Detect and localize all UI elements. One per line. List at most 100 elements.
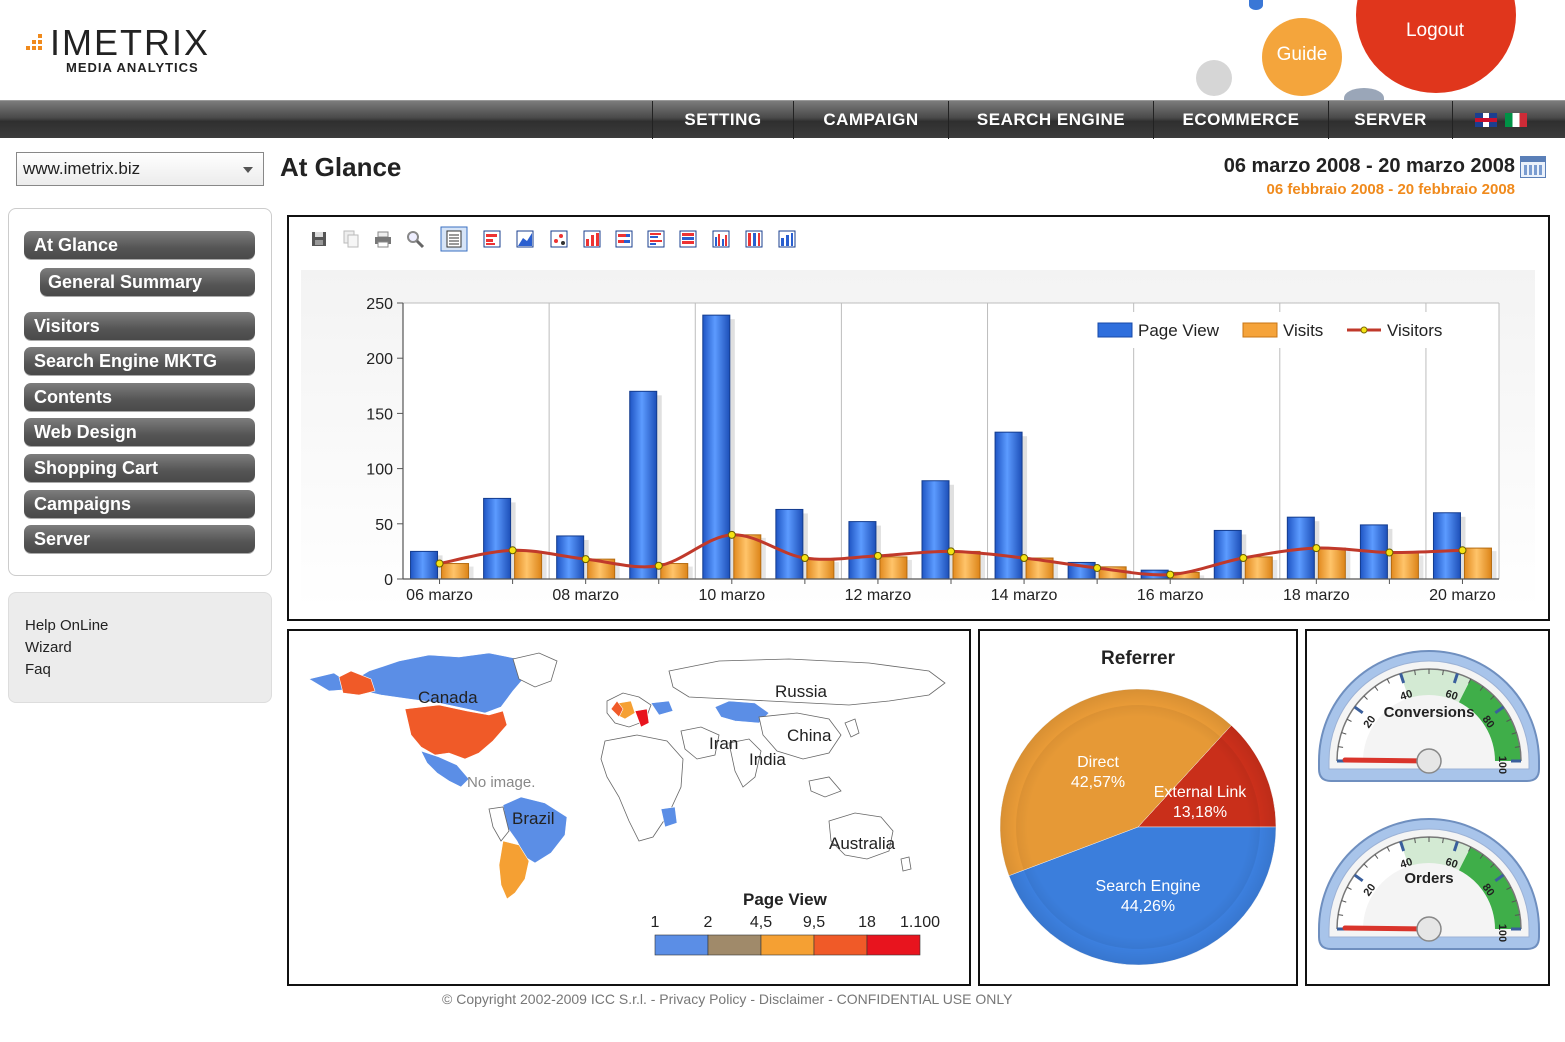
- bar-page-view[interactable]: [483, 497, 512, 580]
- nav-item-search-engine[interactable]: SEARCH ENGINE: [948, 101, 1153, 139]
- nav-item-campaign[interactable]: CAMPAIGN: [793, 101, 948, 139]
- wizard-link[interactable]: Wizard: [25, 639, 72, 656]
- column-3d-icon[interactable]: [777, 229, 797, 249]
- bar-visits[interactable]: [1390, 552, 1419, 580]
- point-visitors[interactable]: [1020, 554, 1029, 563]
- guide-button[interactable]: Guide: [1276, 44, 1328, 65]
- map-label-australia: Australia: [829, 834, 896, 853]
- sidebar-item-at-glance[interactable]: At Glance: [24, 231, 255, 259]
- bar-page-view[interactable]: [775, 508, 804, 580]
- bar-visits[interactable]: [1463, 547, 1492, 580]
- nav-item-server[interactable]: SERVER: [1328, 101, 1452, 139]
- sidebar-item-general-summary[interactable]: General Summary: [40, 268, 255, 296]
- calendar-icon[interactable]: [1520, 156, 1546, 178]
- bar-visits[interactable]: [514, 550, 543, 580]
- sidebar-item-contents[interactable]: Contents: [24, 383, 255, 411]
- map-region-greenland[interactable]: [512, 652, 558, 688]
- map-region-japan[interactable]: [844, 718, 860, 738]
- bar-visits[interactable]: [1244, 556, 1273, 580]
- legend-label-visitors: Visitors: [1387, 321, 1442, 340]
- bar-page-view[interactable]: [410, 550, 439, 580]
- bar-100-icon[interactable]: [678, 229, 698, 249]
- point-visitors[interactable]: [1312, 544, 1321, 553]
- map-legend-swatch: [813, 934, 868, 956]
- point-visitors[interactable]: [654, 561, 663, 570]
- point-visitors[interactable]: [947, 547, 955, 556]
- sidebar-item-shopping-cart[interactable]: Shopping Cart: [24, 454, 255, 482]
- map-region-china[interactable]: [758, 712, 842, 760]
- map-region-mexico[interactable]: [420, 750, 470, 788]
- point-visitors[interactable]: [581, 555, 590, 564]
- nav-item-setting[interactable]: SETTING: [652, 101, 793, 139]
- point-visitors[interactable]: [1166, 570, 1175, 579]
- decor-bubble-blue: [1249, 0, 1263, 10]
- faq-link[interactable]: Faq: [25, 661, 51, 678]
- bar-visits[interactable]: [733, 534, 762, 580]
- print-icon[interactable]: [373, 229, 393, 249]
- bar-visits[interactable]: [806, 558, 835, 580]
- map-region-iran[interactable]: [680, 726, 720, 760]
- column-stacked-icon[interactable]: [744, 229, 764, 249]
- it-flag-icon[interactable]: [1505, 113, 1527, 127]
- bar-page-view[interactable]: [848, 521, 877, 580]
- sidebar-item-visitors[interactable]: Visitors: [24, 312, 255, 340]
- bar-horizontal-icon[interactable]: [482, 229, 502, 249]
- bar-page-view[interactable]: [921, 480, 950, 580]
- imetrix-logo[interactable]: IMETRIX MEDIA ANALYTICS: [20, 22, 260, 82]
- point-visitors[interactable]: [508, 546, 517, 555]
- bar-page-view[interactable]: [1213, 529, 1242, 580]
- area-chart-icon[interactable]: [515, 229, 535, 249]
- map-region-usa[interactable]: [404, 704, 508, 760]
- map-region-uk[interactable]: [610, 700, 624, 718]
- point-visitors[interactable]: [1093, 563, 1102, 572]
- bar-visits[interactable]: [952, 550, 981, 580]
- sidebar-item-web-design[interactable]: Web Design: [24, 418, 255, 446]
- bar-page-view[interactable]: [1432, 512, 1461, 580]
- uk-flag-icon[interactable]: [1475, 113, 1497, 127]
- sidebar-item-campaigns[interactable]: Campaigns: [24, 490, 255, 518]
- bar-stacked-icon[interactable]: [614, 229, 634, 249]
- map-region-alaska[interactable]: [338, 670, 376, 696]
- map-region-germany[interactable]: [650, 700, 674, 716]
- map-region-peru[interactable]: [488, 806, 510, 842]
- map-region-zambia[interactable]: [660, 806, 678, 828]
- map-region-australia[interactable]: [828, 812, 894, 860]
- help-online-link[interactable]: Help OnLine: [25, 617, 109, 634]
- bar-page-view[interactable]: [629, 390, 658, 580]
- scatter-icon[interactable]: [549, 229, 569, 249]
- point-visitors[interactable]: [800, 554, 809, 563]
- save-icon[interactable]: [309, 229, 329, 249]
- map-region-canada[interactable]: [308, 652, 526, 714]
- point-visitors[interactable]: [1239, 554, 1248, 563]
- map-region-indonesia[interactable]: [808, 776, 842, 798]
- map-region-argentina[interactable]: [498, 840, 530, 900]
- column-icon[interactable]: [582, 229, 602, 249]
- point-visitors[interactable]: [727, 530, 736, 539]
- map-region-brazil[interactable]: [502, 796, 568, 864]
- logout-button[interactable]: Logout: [1405, 20, 1465, 41]
- map-region-russia[interactable]: [668, 658, 946, 706]
- column-clustered-icon[interactable]: [711, 229, 731, 249]
- map-region-italy[interactable]: [634, 708, 650, 728]
- point-visitors[interactable]: [1458, 546, 1467, 555]
- bar-visits[interactable]: [1317, 547, 1346, 580]
- bar-visits[interactable]: [879, 556, 908, 580]
- sidebar-item-search-engine-mktg[interactable]: Search Engine MKTG: [24, 347, 255, 375]
- point-visitors[interactable]: [1385, 548, 1394, 557]
- logout-bubble[interactable]: [1356, 0, 1516, 93]
- guide-bubble[interactable]: [1262, 18, 1342, 96]
- bar-visits[interactable]: [441, 563, 470, 580]
- properties-icon[interactable]: [440, 226, 468, 252]
- sidebar-item-server[interactable]: Server: [24, 525, 255, 553]
- bar-clustered-icon[interactable]: [646, 229, 666, 249]
- nav-item-ecommerce[interactable]: ECOMMERCE: [1153, 101, 1328, 139]
- map-legend-title: Page View: [743, 890, 828, 909]
- site-select[interactable]: www.imetrix.biz: [16, 152, 264, 186]
- map-region-new-zealand[interactable]: [900, 856, 912, 872]
- zoom-icon[interactable]: [405, 229, 425, 249]
- copy-icon[interactable]: [341, 229, 361, 249]
- point-visitors[interactable]: [435, 559, 444, 568]
- map-region-india[interactable]: [728, 738, 762, 788]
- point-visitors[interactable]: [873, 551, 882, 560]
- pie-label-external-link-name: External Link: [1154, 784, 1247, 801]
